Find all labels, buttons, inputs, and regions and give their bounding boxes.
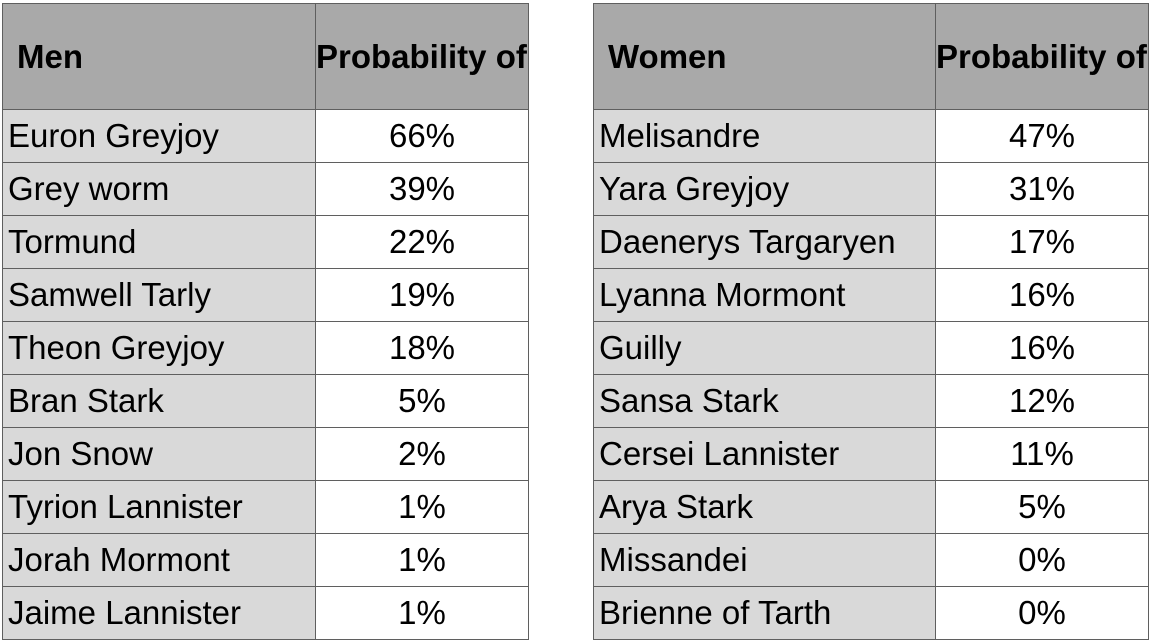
header-men: Men (2, 3, 316, 110)
death-probability: 12% (935, 374, 1149, 428)
death-probability: 1% (315, 480, 529, 534)
death-probability: 16% (935, 268, 1149, 322)
table-row: Sansa Stark 12% (593, 374, 1149, 428)
header-women: Women (593, 3, 936, 110)
character-name: Jorah Mormont (2, 533, 316, 587)
character-name: Daenerys Targaryen (593, 215, 936, 269)
table-header-row: Men Probability of death (2, 3, 529, 110)
death-probability: 5% (935, 480, 1149, 534)
death-probability: 39% (315, 162, 529, 216)
table-row: Jon Snow 2% (2, 427, 529, 481)
death-probability: 19% (315, 268, 529, 322)
character-name: Missandei (593, 533, 936, 587)
character-name: Brienne of Tarth (593, 586, 936, 640)
table-row: Lyanna Mormont 16% (593, 268, 1149, 322)
table-row: Daenerys Targaryen 17% (593, 215, 1149, 269)
character-name: Samwell Tarly (2, 268, 316, 322)
character-name: Jaime Lannister (2, 586, 316, 640)
table-row: Bran Stark 5% (2, 374, 529, 428)
table-row: Euron Greyjoy 66% (2, 109, 529, 163)
table-row: Tormund 22% (2, 215, 529, 269)
table-row: Samwell Tarly 19% (2, 268, 529, 322)
table-row: Jorah Mormont 1% (2, 533, 529, 587)
character-name: Arya Stark (593, 480, 936, 534)
death-probability: 66% (315, 109, 529, 163)
death-probability: 5% (315, 374, 529, 428)
table-row: Yara Greyjoy 31% (593, 162, 1149, 216)
character-name: Yara Greyjoy (593, 162, 936, 216)
table-header-row: Women Probability of death (593, 3, 1149, 110)
table-row: Arya Stark 5% (593, 480, 1149, 534)
character-name: Melisandre (593, 109, 936, 163)
table-row: Jaime Lannister 1% (2, 586, 529, 640)
death-probability: 11% (935, 427, 1149, 481)
table-row: Grey worm 39% (2, 162, 529, 216)
death-probability: 18% (315, 321, 529, 375)
death-probability: 16% (935, 321, 1149, 375)
death-probability: 47% (935, 109, 1149, 163)
table-row: Cersei Lannister 11% (593, 427, 1149, 481)
death-probability: 31% (935, 162, 1149, 216)
character-name: Sansa Stark (593, 374, 936, 428)
header-probability-of-death: Probability of death (935, 3, 1149, 110)
header-probability-of-death: Probability of death (315, 3, 529, 110)
character-name: Tormund (2, 215, 316, 269)
death-probability: 1% (315, 533, 529, 587)
table-row: Missandei 0% (593, 533, 1149, 587)
character-name: Bran Stark (2, 374, 316, 428)
death-probability: 2% (315, 427, 529, 481)
men-probability-table: Men Probability of death Euron Greyjoy66… (2, 3, 529, 640)
character-name: Euron Greyjoy (2, 109, 316, 163)
table-row: Guilly 16% (593, 321, 1149, 375)
character-name: Guilly (593, 321, 936, 375)
death-probability: 0% (935, 586, 1149, 640)
death-probability: 0% (935, 533, 1149, 587)
table-row: Melisandre 47% (593, 109, 1149, 163)
character-name: Theon Greyjoy (2, 321, 316, 375)
character-name: Tyrion Lannister (2, 480, 316, 534)
character-name: Cersei Lannister (593, 427, 936, 481)
character-name: Jon Snow (2, 427, 316, 481)
character-name: Grey worm (2, 162, 316, 216)
death-probability: 1% (315, 586, 529, 640)
women-probability-table: Women Probability of death Melisandre47%… (593, 3, 1149, 640)
death-probability: 22% (315, 215, 529, 269)
character-name: Lyanna Mormont (593, 268, 936, 322)
table-row: Theon Greyjoy 18% (2, 321, 529, 375)
table-row: Brienne of Tarth 0% (593, 586, 1149, 640)
table-row: Tyrion Lannister 1% (2, 480, 529, 534)
death-probability: 17% (935, 215, 1149, 269)
